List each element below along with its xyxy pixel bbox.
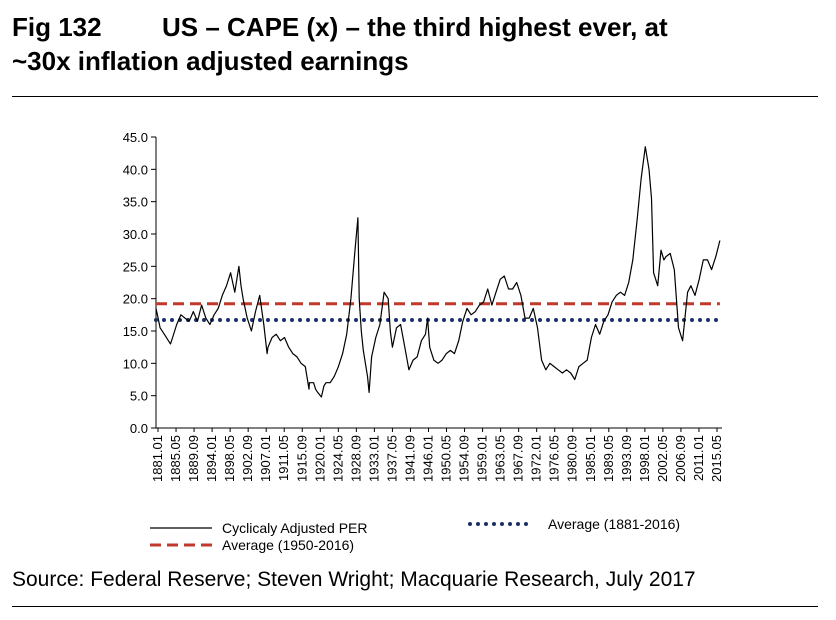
series-layer: [154, 146, 722, 398]
x-tick-label: 1889.09: [186, 435, 201, 482]
figure-title: Fig 132 US – CAPE (x) – the third highest…: [12, 10, 822, 78]
x-tick-label: 1915.09: [294, 435, 309, 482]
legend-label: Average (1881-2016): [548, 516, 680, 532]
x-tick-label: 1959.01: [475, 435, 490, 482]
x-tick-label: 1998.01: [637, 435, 652, 482]
y-tick-label: 5.0: [130, 389, 148, 404]
source-note: Source: Federal Reserve; Steven Wright; …: [12, 568, 696, 591]
x-tick-label: 2011.01: [691, 435, 706, 481]
y-tick-label: 15.0: [123, 324, 148, 339]
y-tick-label: 30.0: [123, 227, 148, 242]
x-tick-label: 1920.01: [312, 435, 327, 482]
y-tick-label: 0.0: [130, 421, 148, 436]
x-tick-label: 1933.01: [366, 435, 381, 482]
x-tick-label: 1963.05: [493, 435, 508, 482]
x-tick-label: 1950.05: [439, 435, 454, 482]
figure-title-line1: US – CAPE (x) – the third highest ever, …: [162, 12, 668, 42]
y-tick-label: 40.0: [123, 162, 148, 177]
x-tick-label: 2015.05: [709, 435, 724, 482]
x-axis: 1881.01 1885.05 1889.09 1894.01 1898.05 1902.…: [150, 427, 724, 482]
x-tick-label: 1937.05: [384, 435, 399, 482]
y-tick-label: 10.0: [123, 356, 148, 371]
x-tick-label: 1902.09: [240, 435, 255, 482]
x-tick-label: 1993.09: [619, 435, 634, 482]
x-tick-label: 1907.01: [258, 435, 273, 482]
x-tick-label: 1898.05: [222, 435, 237, 482]
x-tick-label: 1928.09: [348, 435, 363, 482]
x-tick-label: 2002.05: [655, 435, 670, 482]
x-tick-label: 1885.05: [168, 435, 183, 482]
x-tick-label: 1980.09: [565, 435, 580, 482]
x-tick-label: 2006.09: [673, 435, 688, 482]
x-tick-label: 1924.05: [330, 435, 345, 482]
x-tick-label: 1881.01: [150, 435, 165, 482]
y-tick-label: 45.0: [123, 130, 148, 145]
y-tick-label: 35.0: [123, 195, 148, 210]
x-tick-label: 1941.09: [402, 435, 417, 482]
figure-title-line2: ~30x inflation adjusted earnings: [12, 46, 409, 76]
series-cyclicaly-adjusted-per: [155, 146, 721, 398]
y-axis: 0.0 5.0 10.0 15.0 20.0 25.0 30.0 35.0 40.0 45.0: [123, 130, 157, 436]
legend-label: Cyclicaly Adjusted PER: [222, 520, 368, 536]
bottom-divider: [12, 606, 818, 607]
x-tick-label: 1894.01: [204, 435, 219, 482]
x-tick-label: 1989.05: [601, 435, 616, 482]
x-tick-label: 1976.05: [547, 435, 562, 482]
x-tick-label: 1911.05: [276, 435, 291, 481]
top-divider: [12, 96, 818, 97]
x-tick-label: 1954.09: [457, 435, 472, 482]
figure-number: Fig 132: [12, 12, 102, 42]
y-tick-label: 20.0: [123, 292, 148, 307]
x-tick-label: 1946.01: [420, 435, 435, 482]
x-tick-label: 1967.09: [511, 435, 526, 482]
y-tick-label: 25.0: [123, 259, 148, 274]
x-tick-label: 1985.01: [583, 435, 598, 482]
legend: Cyclicaly Adjusted PER Average (1881-2016…: [150, 516, 680, 553]
x-tick-label: 1972.01: [529, 435, 544, 482]
legend-label: Average (1950-2016): [222, 537, 354, 553]
